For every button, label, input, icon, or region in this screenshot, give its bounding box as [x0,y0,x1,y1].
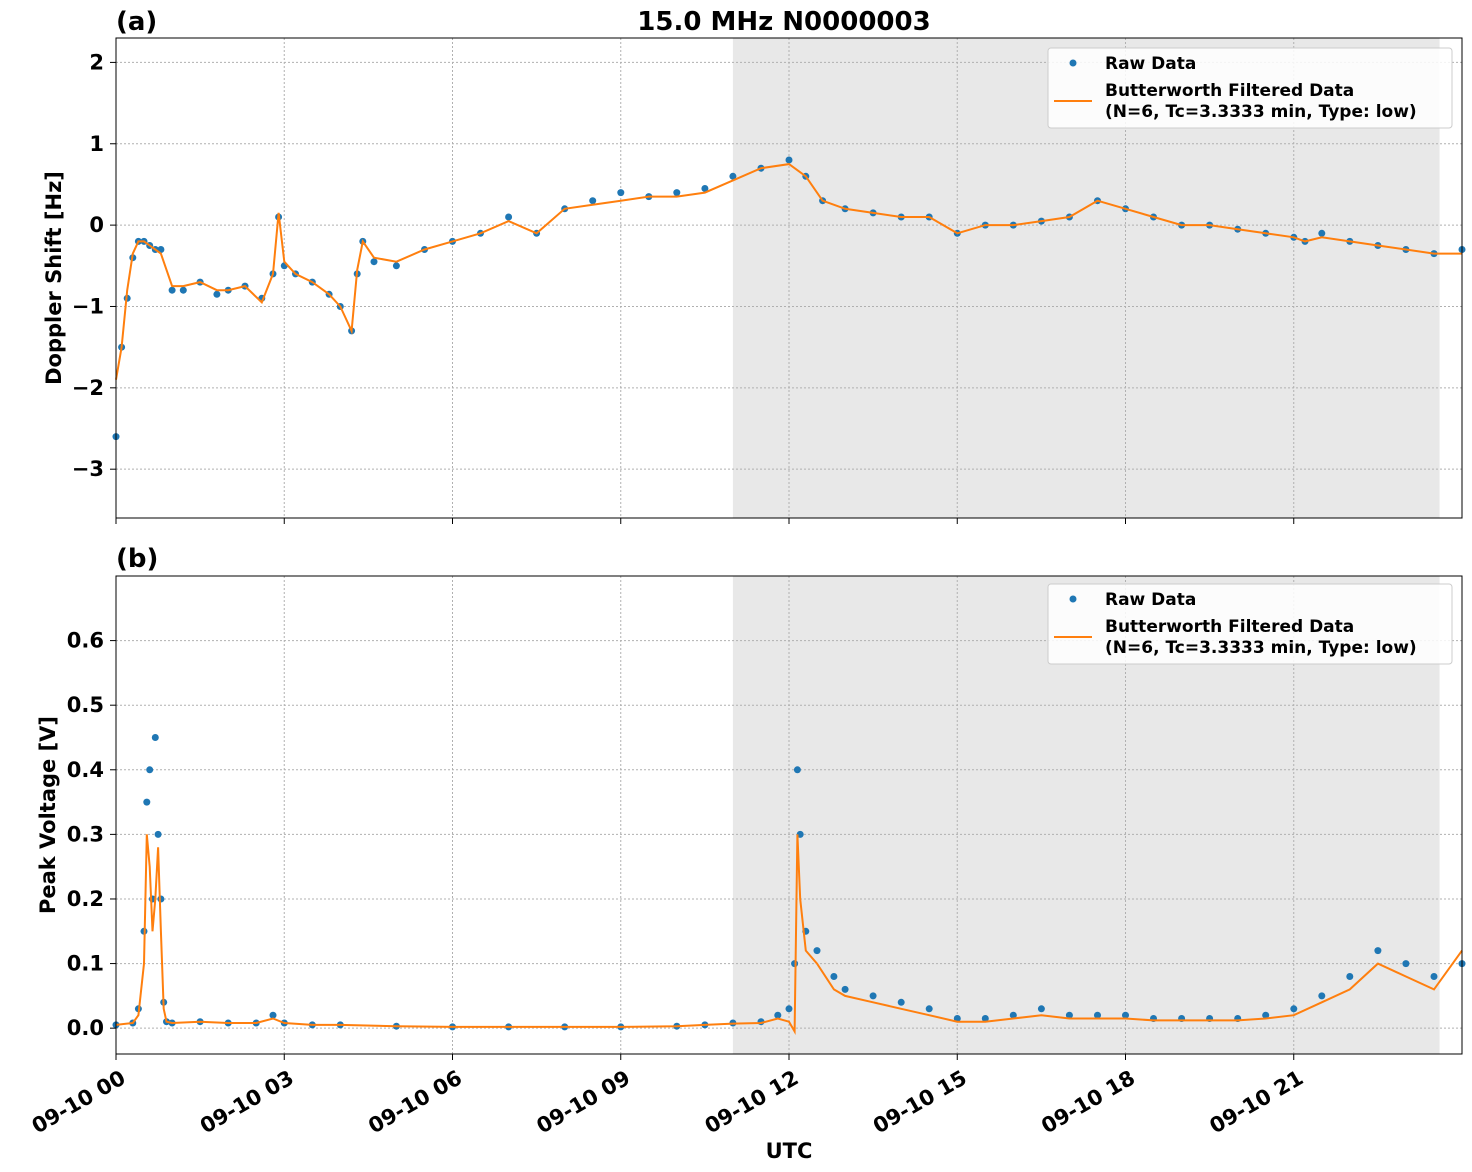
raw-data-point [168,286,176,294]
raw-data-point [841,985,849,993]
raw-data-point [729,172,737,180]
raw-data-point [589,197,597,205]
y-tick-label: 0.2 [67,887,104,911]
panel-a-filtered-line [115,163,1462,380]
y-tick-label: 0.5 [67,693,104,717]
panel-b-y-ticks: 0.0 0.1 0.2 0.3 0.4 0.5 0.6 [67,629,116,1040]
y-tick-label: 2 [89,50,104,74]
panel-b-label: (b) [116,544,158,574]
panel-a-ylabel: Doppler Shift [Hz] [42,171,66,385]
raw-data-point [830,973,838,980]
panel-b: 0.0 0.1 0.2 0.3 0.4 0.5 0.6 (b) Peak Voltage [… [36,544,1466,1060]
raw-data-point [1374,947,1382,955]
panel-a-legend-raw: Raw Data [1105,54,1196,74]
panel-b-legend-filtered-line1: Butterworth Filtered Data [1105,617,1354,637]
y-tick-label: −1 [72,294,104,318]
y-tick-label: 0.0 [67,1016,104,1040]
panel-b-ylabel: Peak Voltage [V] [36,716,60,914]
figure-title: 15.0 MHz N0000003 [637,7,930,37]
raw-data-point [1318,992,1326,1000]
x-tick-label: 09-10 06 [364,1066,466,1139]
raw-data-point [953,1015,961,1022]
x-tick-label: 09-10 15 [869,1066,971,1139]
panel-a-legend-raw-marker [1069,59,1077,67]
raw-data-point [1122,1011,1129,1019]
raw-data-point [1065,1011,1073,1019]
x-tick-label: 09-10 12 [701,1066,803,1139]
raw-data-point [897,998,905,1006]
panel-b-legend-box [1047,583,1453,665]
y-tick-label: 0 [89,213,104,237]
panel-a-y-ticks: 2 1 0 −1 −2 −3 [72,50,116,481]
raw-data-point [701,185,709,192]
x-tick-label: 09-10 03 [196,1066,298,1139]
panel-a-legend-filtered-line2: (N=6, Tc=3.3333 min, Type: low) [1105,102,1417,122]
raw-data-point [1430,973,1438,980]
raw-data-point [1346,973,1354,980]
raw-data-point [774,1011,782,1019]
y-tick-label: −3 [72,457,104,481]
panel-b-legend-raw: Raw Data [1105,590,1196,610]
raw-data-point [1318,229,1326,237]
raw-data-point [146,766,154,774]
raw-data-point [1037,1005,1045,1013]
raw-data-point [213,290,221,298]
raw-data-point [143,798,151,806]
y-tick-label: −2 [72,376,104,400]
y-tick-label: 0.3 [67,822,104,846]
x-tick-labels: 09-10 00 09-10 03 09-10 06 09-10 09 09-10 12… [28,1066,1308,1139]
raw-data-point [617,189,625,197]
panel-b-x-ticks [115,1054,1295,1060]
panel-a-x-ticks [115,518,1295,524]
raw-data-point [1009,1011,1017,1019]
raw-data-point [981,1015,989,1022]
panel-a-label: (a) [116,7,157,37]
raw-data-point [785,1005,793,1013]
panel-b-legend-raw-marker [1069,595,1077,603]
raw-data-point [269,1011,277,1019]
raw-data-point [1402,960,1410,968]
panel-a-legend-box [1047,47,1453,129]
raw-data-point [392,262,400,270]
raw-data-point [925,1005,933,1013]
raw-data-point [370,258,378,266]
y-tick-label: 0.4 [67,758,104,782]
x-tick-label: 09-10 18 [1037,1066,1139,1139]
raw-data-point [869,992,877,1000]
raw-data-point [1290,1005,1298,1013]
raw-data-point [673,189,681,197]
x-axis-label: UTC [766,1139,813,1163]
raw-data-point [1094,1011,1101,1019]
raw-data-point [179,286,187,294]
y-tick-label: 0.1 [67,952,104,976]
raw-data-point [154,830,162,838]
y-tick-label: 0.6 [67,629,104,653]
raw-data-point [813,947,821,955]
raw-data-point [151,734,159,741]
raw-data-point [505,213,513,221]
panel-b-legend: Raw Data Butterworth Filtered Data (N=6,… [1047,583,1453,665]
panel-b-legend-filtered-line2: (N=6, Tc=3.3333 min, Type: low) [1105,638,1417,658]
raw-data-point [793,766,801,774]
y-tick-label: 1 [89,132,104,156]
panel-a-legend-filtered-line1: Butterworth Filtered Data [1105,81,1354,101]
panel-b-filtered-line [115,834,1463,1036]
x-tick-label: 09-10 21 [1205,1066,1307,1139]
panel-a: 2 1 0 −1 −2 −3 (a) Doppler Shift [Hz] Raw Dat… [42,7,1466,524]
x-tick-label: 09-10 00 [28,1066,130,1139]
panel-a-legend: Raw Data Butterworth Filtered Data (N=6,… [1047,47,1453,129]
raw-data-point [785,156,793,164]
raw-data-point [1262,1011,1270,1019]
x-tick-label: 09-10 09 [532,1066,634,1139]
